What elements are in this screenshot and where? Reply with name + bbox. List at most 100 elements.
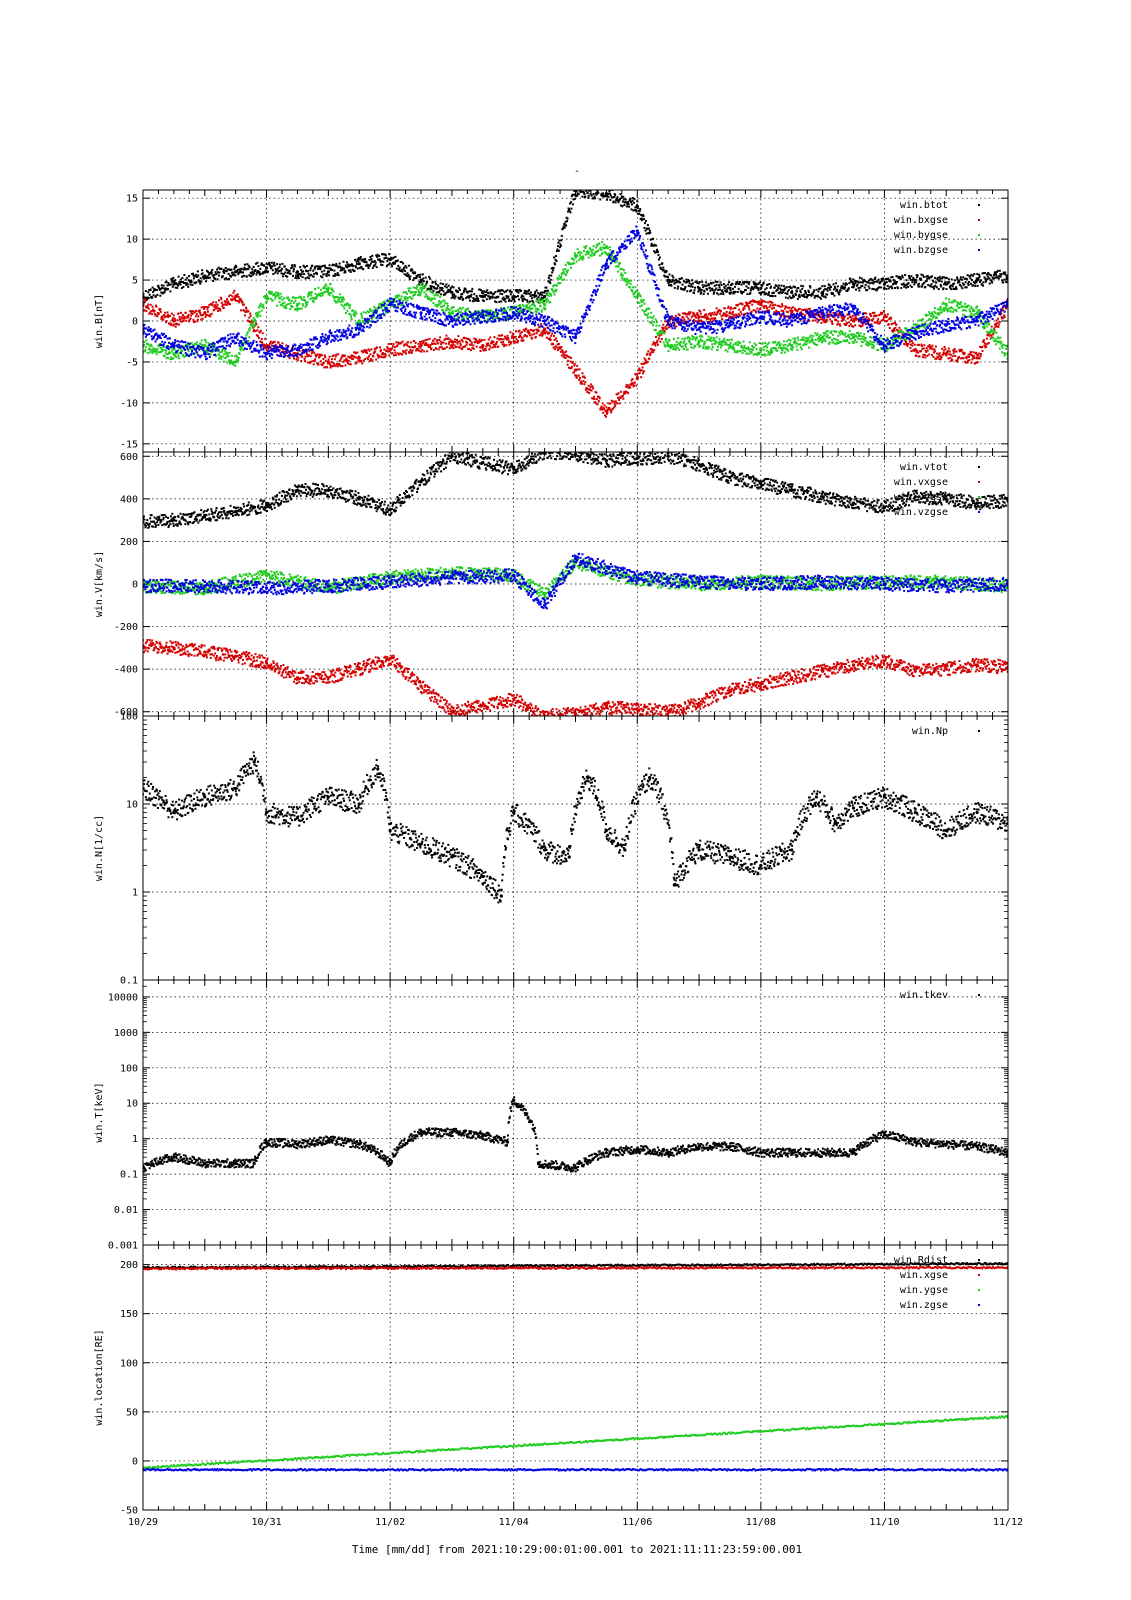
data-point xyxy=(424,295,427,298)
data-point xyxy=(504,308,507,311)
data-point xyxy=(480,289,483,292)
data-point xyxy=(574,374,577,377)
data-point xyxy=(301,298,304,301)
data-point xyxy=(209,353,212,356)
data-point xyxy=(953,350,956,353)
data-point xyxy=(323,366,326,369)
data-point xyxy=(229,303,232,306)
data-point xyxy=(662,327,665,330)
data-point-win.btot xyxy=(512,294,516,299)
data-point xyxy=(391,352,394,355)
data-point xyxy=(672,279,675,282)
data-point xyxy=(939,277,942,280)
data-point xyxy=(625,385,628,388)
data-point xyxy=(798,296,801,299)
data-point xyxy=(752,309,755,312)
data-point xyxy=(339,358,342,361)
data-point xyxy=(219,309,222,312)
data-point xyxy=(426,350,429,353)
data-point xyxy=(422,287,425,290)
data-point xyxy=(369,358,372,361)
data-point xyxy=(546,294,549,297)
data-point xyxy=(733,285,736,288)
data-point xyxy=(462,291,465,294)
data-point xyxy=(723,286,726,289)
data-point xyxy=(820,321,823,324)
data-point xyxy=(510,336,513,339)
data-point xyxy=(586,391,589,394)
data-point xyxy=(165,357,168,360)
data-point xyxy=(647,312,650,315)
data-point xyxy=(623,390,626,393)
data-point xyxy=(951,285,954,288)
data-point xyxy=(787,297,790,300)
data-point xyxy=(144,290,147,293)
data-point xyxy=(380,356,383,359)
data-point xyxy=(433,297,436,300)
data-point xyxy=(793,295,796,298)
data-point xyxy=(191,312,194,315)
data-point xyxy=(217,309,220,312)
data-point xyxy=(959,357,962,360)
data-point xyxy=(311,264,314,267)
data-point xyxy=(178,323,181,326)
data-point xyxy=(218,354,221,357)
data-point xyxy=(486,318,489,321)
data-point xyxy=(983,276,986,279)
data-point xyxy=(808,293,811,296)
data-point xyxy=(597,249,600,252)
data-point xyxy=(512,297,515,300)
data-point xyxy=(659,340,662,343)
data-point xyxy=(749,292,752,295)
data-point xyxy=(532,301,535,304)
data-point xyxy=(546,299,549,302)
data-point xyxy=(593,398,596,401)
data-point xyxy=(948,285,951,288)
data-point xyxy=(605,406,608,409)
data-point xyxy=(517,311,520,314)
data-point xyxy=(161,350,164,353)
data-point xyxy=(708,346,711,349)
data-point xyxy=(453,340,456,343)
data-point xyxy=(402,299,405,302)
data-point xyxy=(273,293,276,296)
data-point xyxy=(530,291,533,294)
data-point xyxy=(300,268,303,271)
data-point xyxy=(925,275,928,278)
data-point xyxy=(382,260,385,263)
data-point xyxy=(940,280,943,283)
data-point xyxy=(393,262,396,265)
data-point xyxy=(727,283,730,286)
data-point xyxy=(615,199,618,202)
data-point xyxy=(777,311,780,314)
data-point xyxy=(534,307,537,310)
data-point xyxy=(289,302,292,305)
data-point xyxy=(235,358,238,361)
data-point xyxy=(267,297,270,300)
data-point xyxy=(663,330,666,333)
data-point xyxy=(939,283,942,286)
data-point xyxy=(665,270,668,273)
data-point xyxy=(819,287,822,290)
data-point xyxy=(965,286,968,289)
data-point xyxy=(400,342,403,345)
data-point xyxy=(746,281,749,284)
data-point xyxy=(696,285,699,288)
data-point xyxy=(925,347,928,350)
data-point xyxy=(192,274,195,277)
data-point xyxy=(626,386,629,389)
data-point xyxy=(229,362,232,365)
data-point xyxy=(935,357,938,360)
data-point xyxy=(155,353,158,356)
data-point xyxy=(926,277,929,280)
data-point xyxy=(652,315,655,318)
data-point xyxy=(688,282,691,285)
data-point xyxy=(707,339,710,342)
data-point xyxy=(441,305,444,308)
data-point xyxy=(592,248,595,251)
data-point xyxy=(213,308,216,311)
data-point xyxy=(988,277,991,280)
data-point xyxy=(282,297,285,300)
data-point xyxy=(578,368,581,371)
data-point xyxy=(591,397,594,400)
